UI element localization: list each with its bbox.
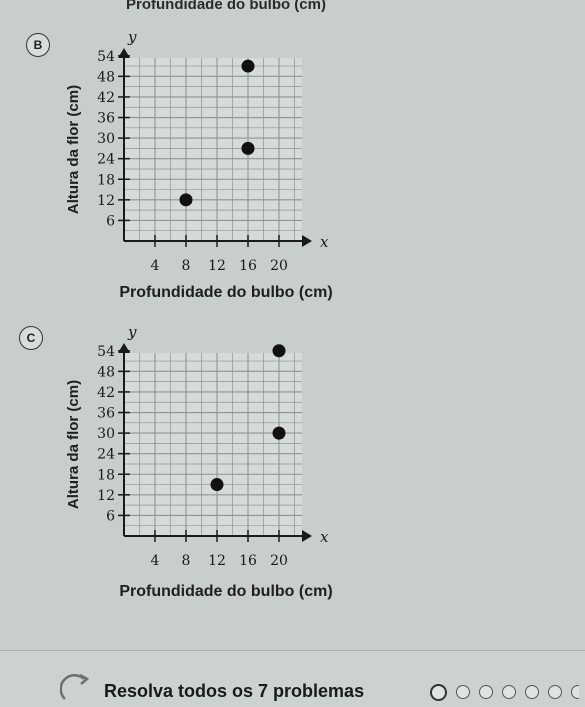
y-axis-title: Altura da flor (cm) <box>65 380 82 509</box>
y-axis-title: Altura da flor (cm) <box>65 85 82 214</box>
progress-dot <box>430 684 447 701</box>
progress-dot <box>479 685 493 699</box>
footer-text: Resolva todos os 7 problemas <box>104 681 365 701</box>
y-tick-label: 42 <box>97 385 115 401</box>
y-tick-label: 24 <box>97 152 115 168</box>
progress-dot <box>456 685 470 699</box>
y-tick-label: 42 <box>97 90 115 106</box>
y-tick-label: 6 <box>106 508 115 524</box>
chart-c-x-title: Profundidade do bulbo (cm) <box>119 583 333 600</box>
y-axis-letter: y <box>127 28 137 46</box>
x-tick-label: 20 <box>270 258 288 274</box>
progress-dot <box>571 685 579 699</box>
refresh-arrow-icon[interactable] <box>60 673 94 703</box>
footer-bar: Resolva todos os 7 problemas <box>0 651 585 707</box>
x-tick-label: 8 <box>182 553 191 569</box>
progress-dot <box>502 685 516 699</box>
y-tick-label: 54 <box>97 344 115 360</box>
y-tick-label: 6 <box>106 213 115 229</box>
plot-area <box>124 353 302 536</box>
x-tick-label: 8 <box>182 258 191 274</box>
top-caption: Profundidade do bulbo (cm) <box>126 0 326 13</box>
progress-dot <box>548 685 562 699</box>
y-tick-label: 18 <box>97 467 115 483</box>
y-tick-label: 12 <box>97 488 115 504</box>
x-axis-arrow <box>302 530 312 542</box>
data-point <box>210 478 224 492</box>
x-axis-letter: x <box>320 528 329 546</box>
y-tick-label: 24 <box>97 447 115 463</box>
progress-dots <box>430 684 579 701</box>
chart-b-x-title: Profundidade do bulbo (cm) <box>119 284 333 301</box>
y-tick-label: 30 <box>97 426 115 442</box>
x-tick-label: 16 <box>239 258 257 274</box>
y-tick-label: 48 <box>97 69 115 85</box>
data-point <box>272 426 286 440</box>
y-tick-label: 54 <box>97 49 115 65</box>
x-tick-label: 4 <box>151 553 160 569</box>
data-point <box>272 344 286 358</box>
y-tick-label: 18 <box>97 172 115 188</box>
y-tick-label: 12 <box>97 193 115 209</box>
data-point <box>179 193 193 207</box>
y-tick-label: 30 <box>97 131 115 147</box>
data-point <box>241 141 255 155</box>
option-c-badge[interactable]: C <box>19 326 43 350</box>
x-tick-label: 20 <box>270 553 288 569</box>
x-tick-label: 16 <box>239 553 257 569</box>
x-tick-label: 4 <box>151 258 160 274</box>
y-tick-label: 36 <box>97 406 115 422</box>
x-tick-label: 12 <box>208 553 226 569</box>
option-b-badge[interactable]: B <box>26 33 50 57</box>
progress-dot <box>525 685 539 699</box>
y-tick-label: 36 <box>97 111 115 127</box>
y-tick-label: 48 <box>97 364 115 380</box>
plot-area <box>124 58 302 241</box>
y-axis-letter: y <box>127 323 137 341</box>
footer-divider <box>0 650 585 651</box>
x-tick-label: 12 <box>208 258 226 274</box>
x-axis-letter: x <box>320 233 329 251</box>
x-axis-arrow <box>302 235 312 247</box>
data-point <box>241 59 255 73</box>
